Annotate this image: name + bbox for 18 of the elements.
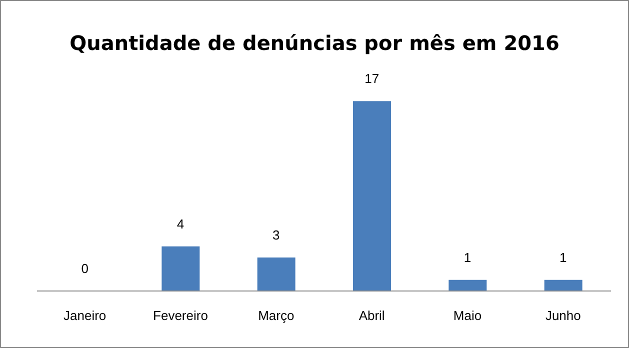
x-tick-label: Maio xyxy=(453,308,482,324)
data-label: 4 xyxy=(176,216,184,232)
x-tick-label: Março xyxy=(258,308,294,324)
x-tick-label: Janeiro xyxy=(64,308,106,324)
data-label: 3 xyxy=(272,228,280,243)
x-tick-label: Fevereiro xyxy=(153,308,208,324)
bar xyxy=(544,280,582,291)
data-label: 1 xyxy=(464,250,472,265)
bar xyxy=(257,258,296,291)
bar xyxy=(353,101,391,291)
bar xyxy=(448,280,487,291)
x-tick-label: Junho xyxy=(545,308,581,324)
data-label: 17 xyxy=(364,71,380,86)
data-label: 1 xyxy=(560,250,567,265)
chart-title: Quantidade de denúncias por mês em 2016 xyxy=(68,31,560,55)
x-tick-label: Abril xyxy=(358,308,385,324)
data-label: 0 xyxy=(81,261,88,276)
bar xyxy=(162,246,200,291)
